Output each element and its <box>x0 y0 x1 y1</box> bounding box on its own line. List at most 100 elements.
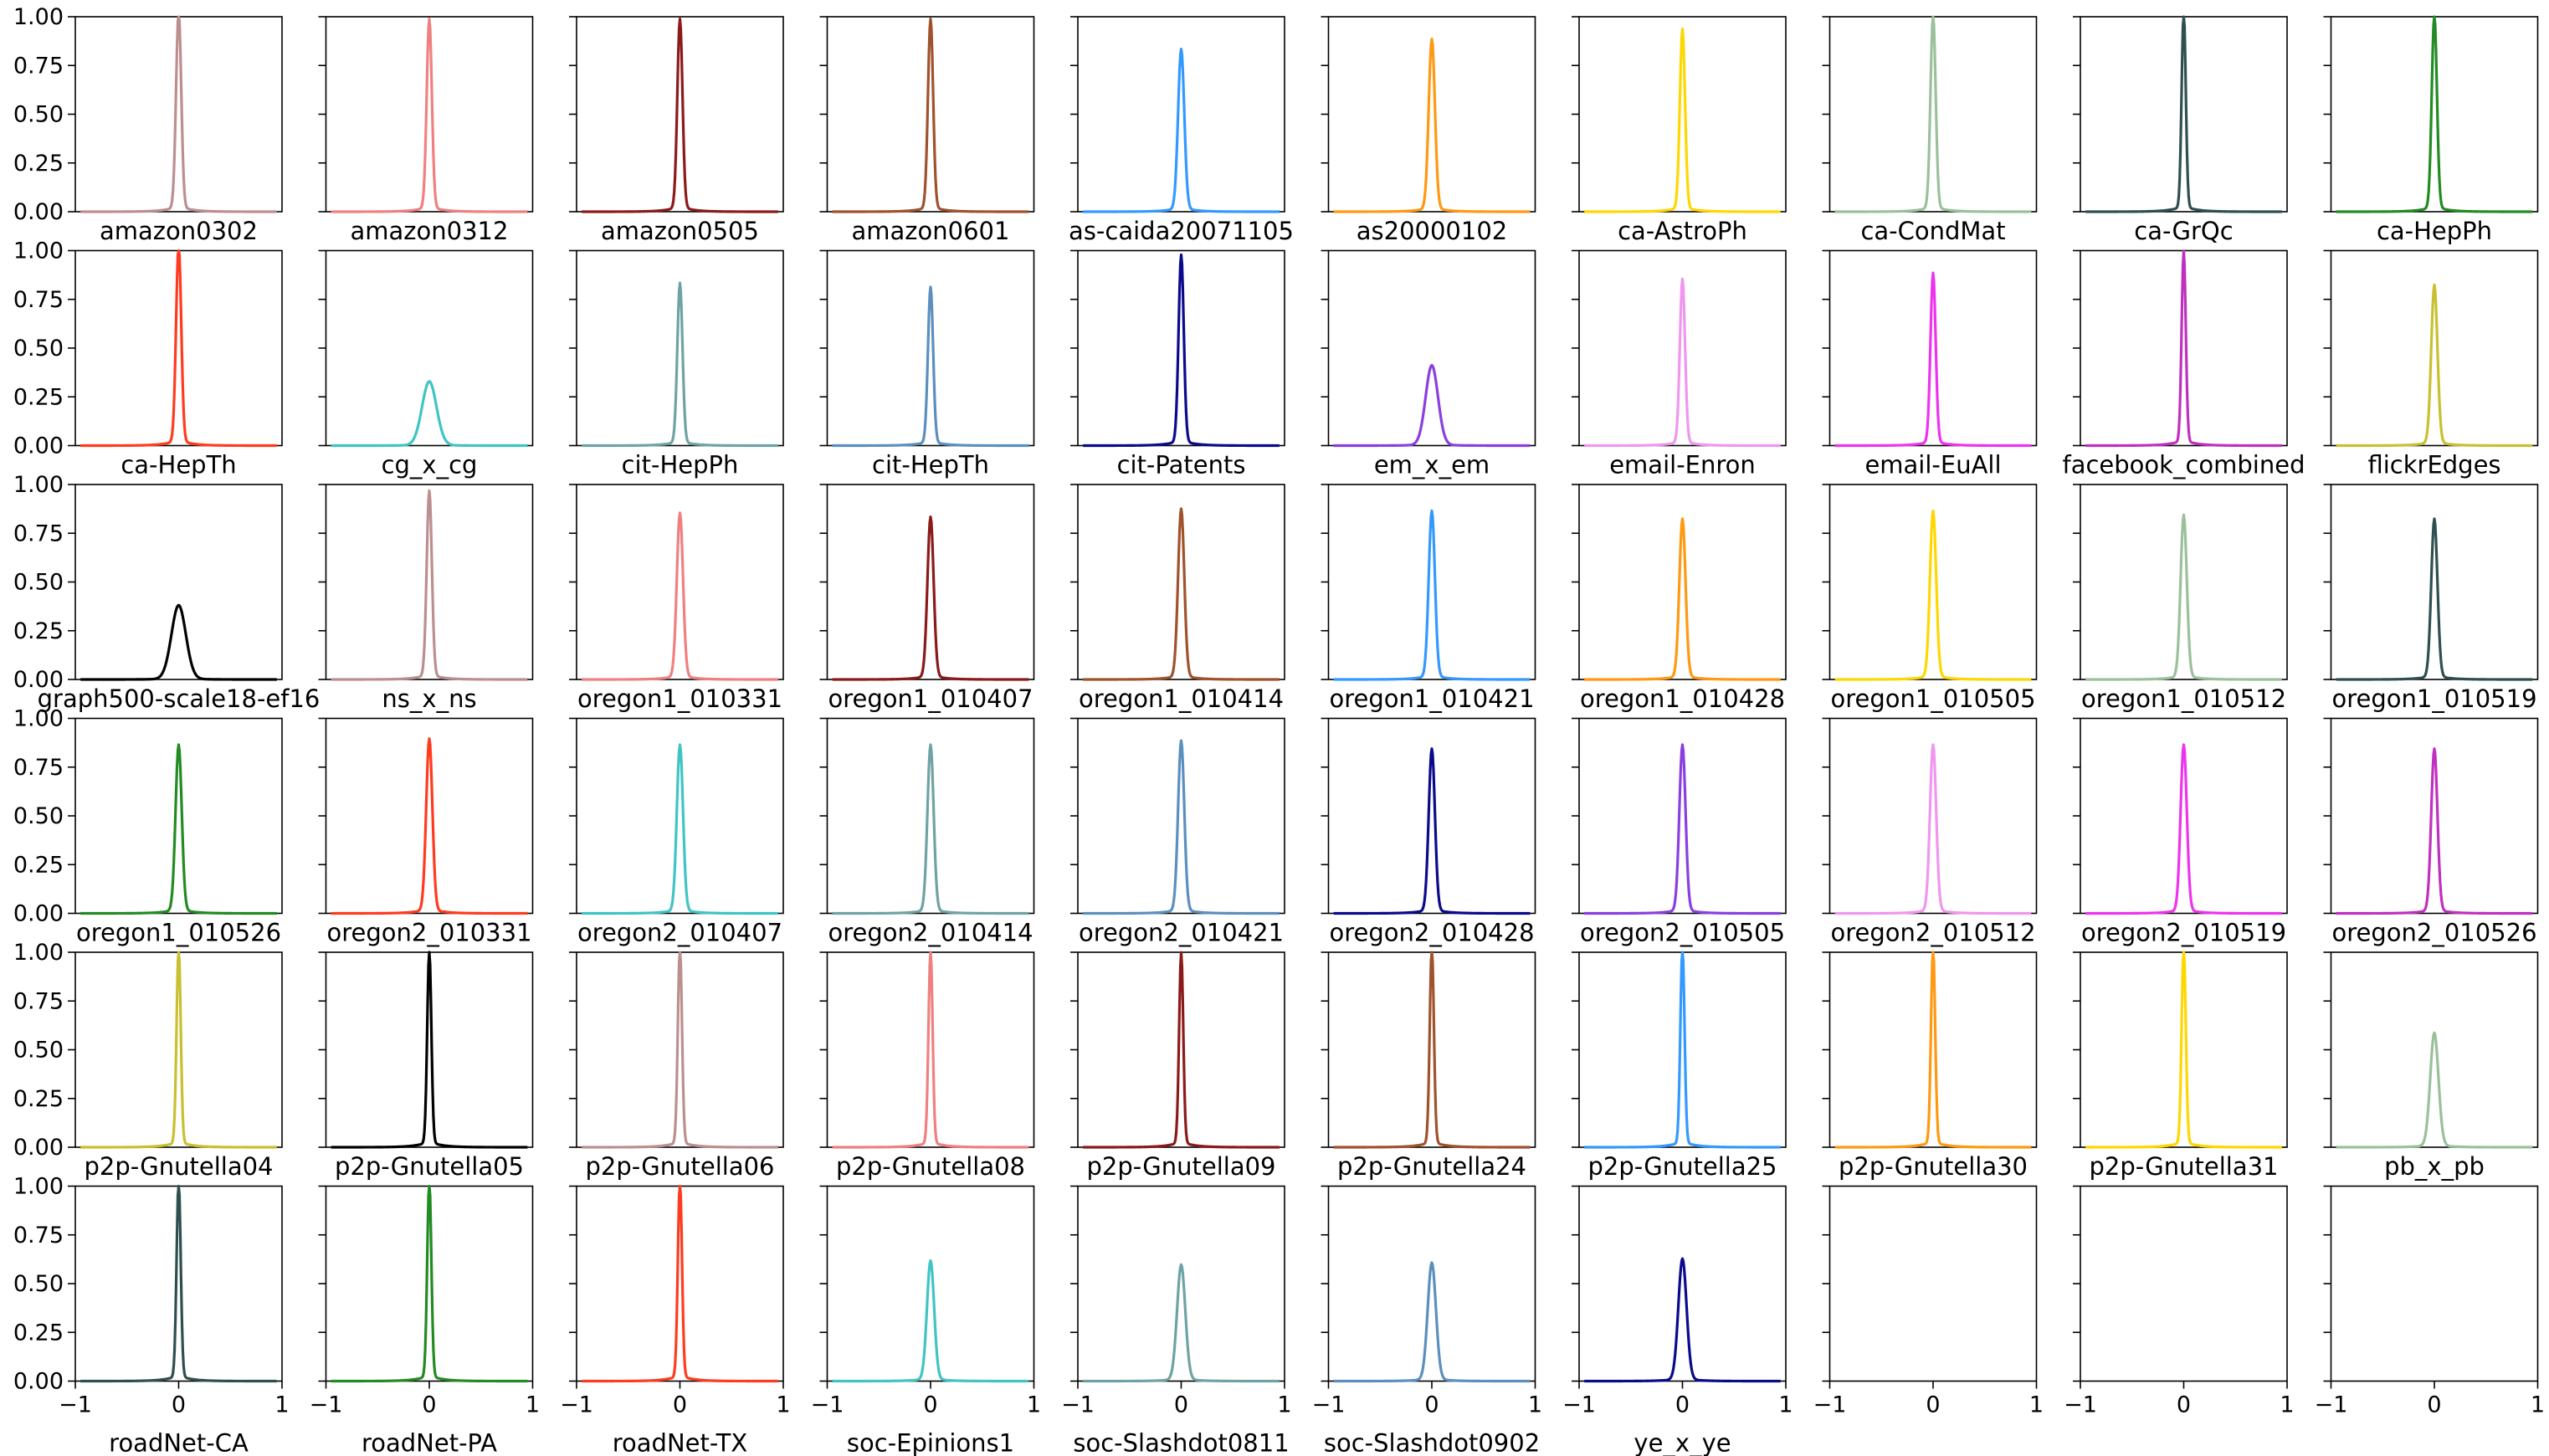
panel-title: em_x_em <box>1374 451 1490 479</box>
panel: cit-HepTh <box>819 249 1035 479</box>
panel-title: amazon0312 <box>351 217 509 245</box>
axes-frame <box>325 249 534 447</box>
panel: facebook_combined <box>2063 249 2305 479</box>
y-tick-label: 0.00 <box>13 667 64 693</box>
panel-title: email-EuAll <box>1864 451 2001 479</box>
panel-title: as20000102 <box>1357 217 1508 245</box>
density-line <box>331 1184 528 1383</box>
density-line <box>2336 283 2533 448</box>
panel-title: amazon0302 <box>100 217 258 245</box>
panel-title: soc-Slashdot0811 <box>1073 1429 1289 1456</box>
panel: oregon2_010505 <box>1572 717 1787 947</box>
x-tick-label: 0 <box>1424 1392 1439 1418</box>
density-line <box>79 951 278 1149</box>
density-line <box>1834 15 2032 213</box>
panel-title: oregon1_010519 <box>2331 684 2536 713</box>
panel: −1 0 1 <box>1813 1185 2044 1418</box>
density-line <box>1583 951 1782 1149</box>
axes-frame <box>74 484 283 680</box>
panel: −1 0 1 roadNet-PA <box>310 1184 540 1456</box>
x-tick-label: 0 <box>2177 1392 2191 1418</box>
axes-frame <box>2330 249 2539 447</box>
panel-title: p2p-Gnutella31 <box>2089 1152 2278 1181</box>
x-tick-label: −1 <box>2315 1392 2348 1418</box>
x-tick-label: 1 <box>526 1392 540 1418</box>
panel-title: oregon1_010331 <box>577 684 782 713</box>
panel-title: oregon1_010526 <box>76 919 281 947</box>
density-line <box>2085 513 2283 681</box>
panel: −1 0 1 <box>2315 1185 2545 1418</box>
x-tick-label: 0 <box>422 1392 436 1418</box>
density-line <box>1333 509 1531 681</box>
x-tick-label: −1 <box>2064 1392 2097 1418</box>
panel-title: oregon1_010421 <box>1329 684 1534 713</box>
panel: p2p-Gnutella09 <box>1070 951 1285 1181</box>
axes-frame <box>2330 16 2539 213</box>
panel-title: cit-HepPh <box>622 451 739 479</box>
axes-frame <box>576 249 784 447</box>
density-line <box>2085 15 2283 213</box>
panel: −1 0 1 soc-Epinions1 <box>811 1185 1041 1456</box>
panel-title: soc-Epinions1 <box>847 1429 1014 1456</box>
panel-title: ye_x_ye <box>1634 1429 1731 1456</box>
panel-title: roadNet-CA <box>109 1429 249 1456</box>
x-tick-label: −1 <box>59 1392 92 1418</box>
y-tick-label: 0.00 <box>13 1135 64 1161</box>
y-tick-label: 0.75 <box>13 988 64 1014</box>
x-tick-label: −1 <box>811 1392 844 1418</box>
density-line <box>1583 743 1782 915</box>
panel: oregon2_010421 <box>1070 717 1285 947</box>
density-line <box>1333 747 1531 915</box>
panel: email-EuAll <box>1822 249 2038 479</box>
panel-title: p2p-Gnutella08 <box>836 1152 1025 1181</box>
panel: cg_x_cg <box>318 249 534 479</box>
density-line <box>331 951 528 1149</box>
y-tick-label: 1.00 <box>13 238 64 264</box>
density-line <box>1333 38 1531 213</box>
panel-title: oregon1_010414 <box>1079 684 1284 713</box>
panel-title: ca-AstroPh <box>1618 217 1747 245</box>
panel-title: oregon2_010414 <box>828 919 1033 947</box>
panel: em_x_em <box>1321 249 1536 479</box>
panel-title: p2p-Gnutella25 <box>1587 1152 1777 1181</box>
y-tick-label: 0.25 <box>13 618 64 644</box>
x-tick-label: 1 <box>2280 1392 2294 1418</box>
panel: amazon0601 <box>819 16 1035 245</box>
density-line <box>581 1184 779 1383</box>
density-line <box>1082 951 1280 1149</box>
panel-title: oregon2_010421 <box>1079 919 1284 947</box>
panel: ca-AstroPh <box>1572 16 1787 245</box>
density-line <box>1583 28 1782 213</box>
panel: oregon1_010414 <box>1070 484 1285 713</box>
density-line <box>832 515 1029 681</box>
density-line <box>1583 1257 1782 1383</box>
density-line <box>2336 15 2533 213</box>
y-tick-label: 0.00 <box>13 901 64 927</box>
y-tick-label: 0.50 <box>13 102 64 128</box>
panel: cit-HepPh <box>569 249 784 479</box>
panel-title: p2p-Gnutella30 <box>1839 1152 2028 1181</box>
panel-title: amazon0505 <box>601 217 759 245</box>
panel: 0.00 0.25 0.50 0.75 1.00 oregon1_010526 <box>13 706 283 947</box>
density-line <box>79 15 278 213</box>
x-tick-label: 1 <box>1778 1392 1793 1418</box>
panel: as20000102 <box>1321 16 1536 245</box>
axes-frame <box>2080 1185 2288 1382</box>
panel-title: p2p-Gnutella05 <box>335 1152 524 1181</box>
x-tick-label: −1 <box>1312 1392 1346 1418</box>
density-line <box>1834 951 2032 1149</box>
panel: as-caida20071105 <box>1069 16 1294 245</box>
density-line <box>2085 249 2283 448</box>
panel: p2p-Gnutella24 <box>1321 951 1536 1181</box>
x-tick-label: 1 <box>1277 1392 1291 1418</box>
density-line <box>79 249 278 448</box>
panel-title: ca-CondMat <box>1860 217 2005 245</box>
y-tick-label: 0.75 <box>13 1223 64 1248</box>
panel-title: cit-HepTh <box>872 451 989 479</box>
axes-frame <box>1327 249 1536 447</box>
panel-title: p2p-Gnutella09 <box>1086 1152 1275 1181</box>
panel-title: oregon2_010407 <box>577 919 782 947</box>
density-line <box>581 281 779 448</box>
panel-title: p2p-Gnutella06 <box>585 1152 774 1181</box>
y-tick-label: 0.50 <box>13 1038 64 1064</box>
